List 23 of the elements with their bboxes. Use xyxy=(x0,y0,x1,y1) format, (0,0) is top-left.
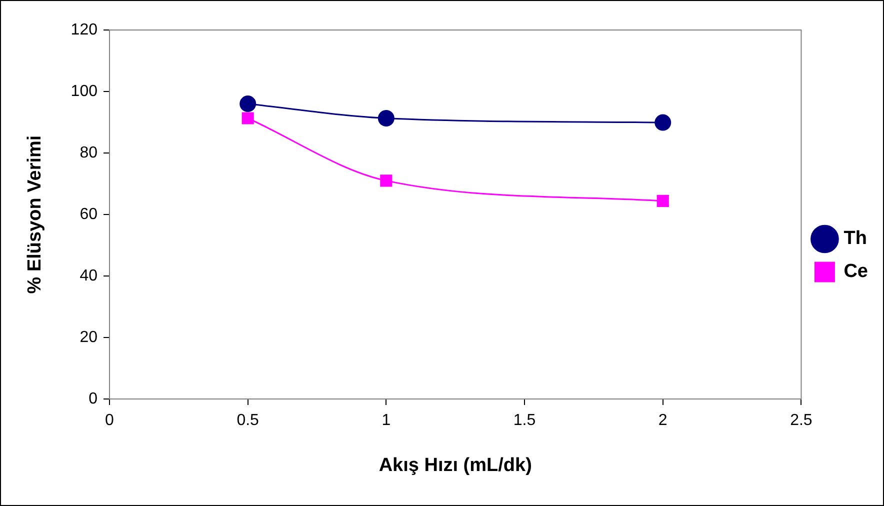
x-tick-label: 2.5 xyxy=(790,412,812,430)
y-tick-label: 100 xyxy=(70,82,98,100)
y-tick-label: 120 xyxy=(70,21,98,38)
point xyxy=(240,96,256,112)
legend-label: Ce xyxy=(844,261,868,282)
x-axis-title: Akış Hızı (mL/dk) xyxy=(378,454,532,476)
y-tick-label: 40 xyxy=(80,267,98,284)
y-tick-label: 20 xyxy=(80,328,98,346)
x-tick-label: 0.5 xyxy=(236,412,260,430)
y-axis-title: % Elüsyon Verimi xyxy=(24,135,46,294)
x-tick-label: 2 xyxy=(658,412,668,430)
point xyxy=(656,194,669,208)
point xyxy=(378,110,394,127)
x-tick-label: 0 xyxy=(105,412,114,430)
y-tick-label: 60 xyxy=(80,206,98,223)
point xyxy=(654,114,672,131)
x-tick-label: 1.5 xyxy=(513,412,536,430)
x-tick-label: 1 xyxy=(382,412,391,430)
legend-label: Th xyxy=(844,228,867,250)
y-tick-label: 0 xyxy=(88,390,98,408)
point xyxy=(242,112,254,124)
point xyxy=(380,174,392,187)
y-tick-label: 80 xyxy=(80,144,98,162)
